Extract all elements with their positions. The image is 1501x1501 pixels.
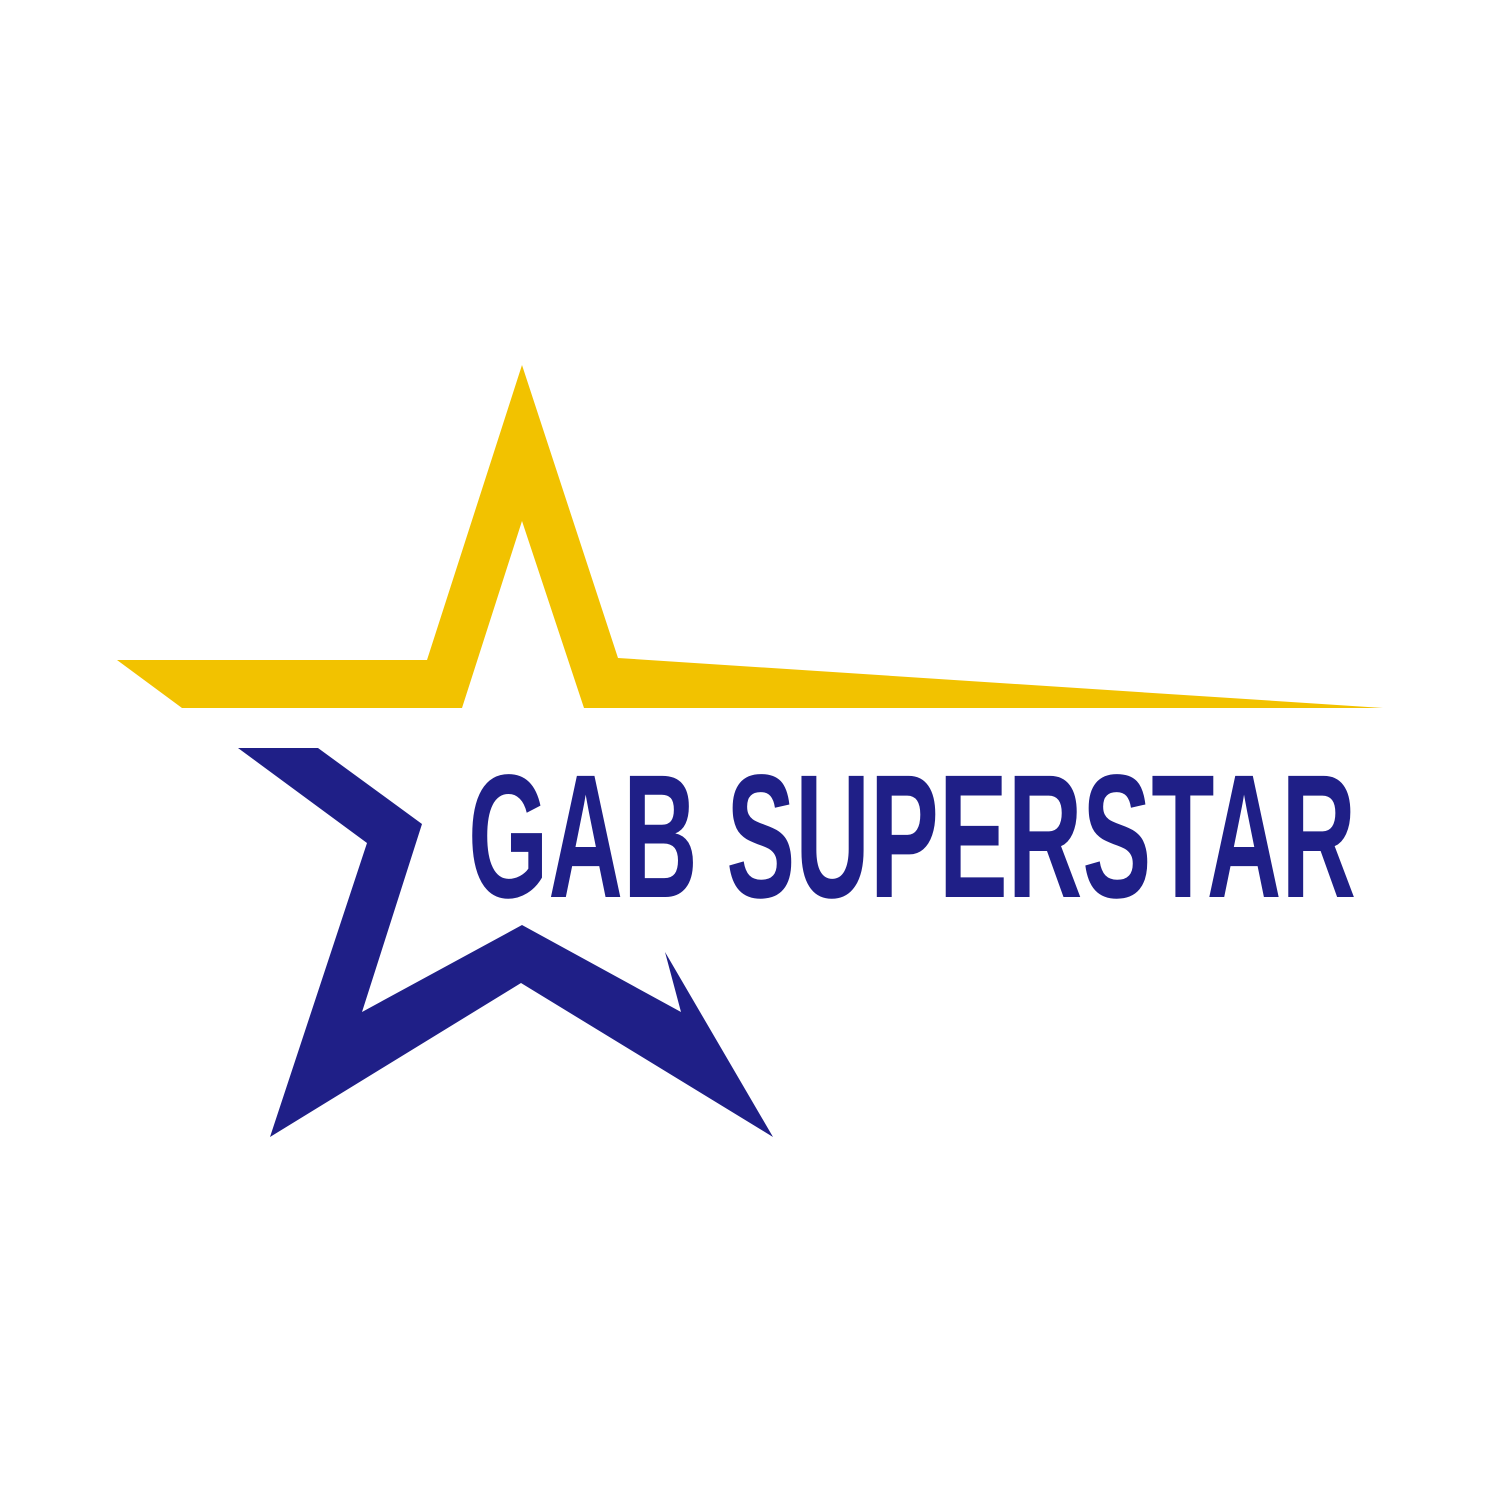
star-icon-lower-navy — [238, 748, 773, 1137]
star-icon-upper-gold — [117, 365, 1383, 708]
brand-name: GAB SUPERSTAR — [468, 739, 1356, 935]
